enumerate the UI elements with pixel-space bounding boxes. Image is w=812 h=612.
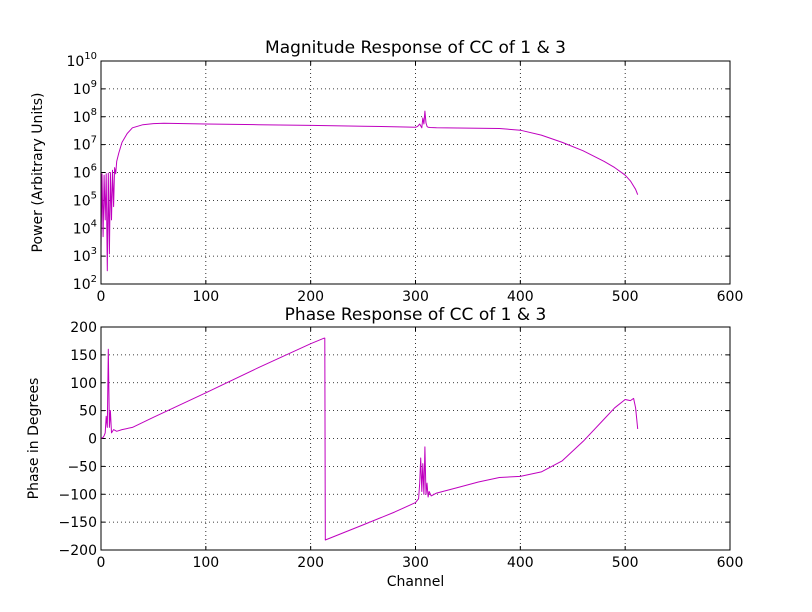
x-tick-label: 300 <box>402 289 429 305</box>
x-tick-label: 200 <box>297 289 324 305</box>
x-tick-label: 100 <box>192 555 219 571</box>
x-tick-label: 200 <box>297 555 324 571</box>
y-tick-label: −100 <box>59 487 97 503</box>
x-tick-label: 100 <box>192 289 219 305</box>
y-tick-label: 100 <box>70 376 97 392</box>
y-tick-label: 102 <box>73 274 97 293</box>
y-tick-label: 150 <box>70 348 97 364</box>
x-tick-label: 600 <box>717 289 744 305</box>
y-tick-label: 50 <box>79 404 97 420</box>
x-tick-label: 0 <box>97 289 106 305</box>
y-tick-label: 105 <box>73 190 97 209</box>
y-tick-label: −150 <box>59 515 97 531</box>
y-tick-label: 109 <box>73 79 97 98</box>
y-tick-label: 107 <box>73 135 97 154</box>
chart-panel-1: 0 100 200 300 400 500 600 102 103 104 105 106 107 108… <box>30 38 743 305</box>
x-tick-label: 600 <box>717 555 744 571</box>
chart-title: Phase Response of CC of 1 & 3 <box>285 305 547 325</box>
chart-title: Magnitude Response of CC of 1 & 3 <box>265 38 566 58</box>
series-line-1 <box>101 110 639 272</box>
y-tick-label: 1010 <box>66 51 97 70</box>
plot-frame <box>100 60 731 285</box>
x-tick-label: 400 <box>507 555 534 571</box>
x-tick-label: 500 <box>612 289 639 305</box>
y-tick-label: −200 <box>59 543 97 559</box>
plot-frame <box>100 326 731 551</box>
chart-panel-2: 0 100 200 300 400 500 600 −200 −150 −100 −50 0 50 100… <box>26 305 743 590</box>
x-tick-label: 400 <box>507 289 534 305</box>
y-tick-label: 104 <box>73 218 97 237</box>
y-tick-label: 200 <box>70 320 97 336</box>
y-tick-label: 0 <box>88 432 97 448</box>
x-tick-label: 500 <box>612 555 639 571</box>
y-tick-label: 108 <box>73 107 97 126</box>
series-line-1 <box>101 337 639 541</box>
x-tick-label: 0 <box>97 555 106 571</box>
y-tick-label: 106 <box>73 163 97 182</box>
y-axis-label: Power (Arbitrary Units) <box>30 93 46 253</box>
x-axis-label: Channel <box>387 574 444 590</box>
y-tick-label: 103 <box>73 246 97 265</box>
x-tick-label: 300 <box>402 555 429 571</box>
y-tick-label: −50 <box>67 459 97 475</box>
y-axis-label: Phase in Degrees <box>26 378 42 500</box>
